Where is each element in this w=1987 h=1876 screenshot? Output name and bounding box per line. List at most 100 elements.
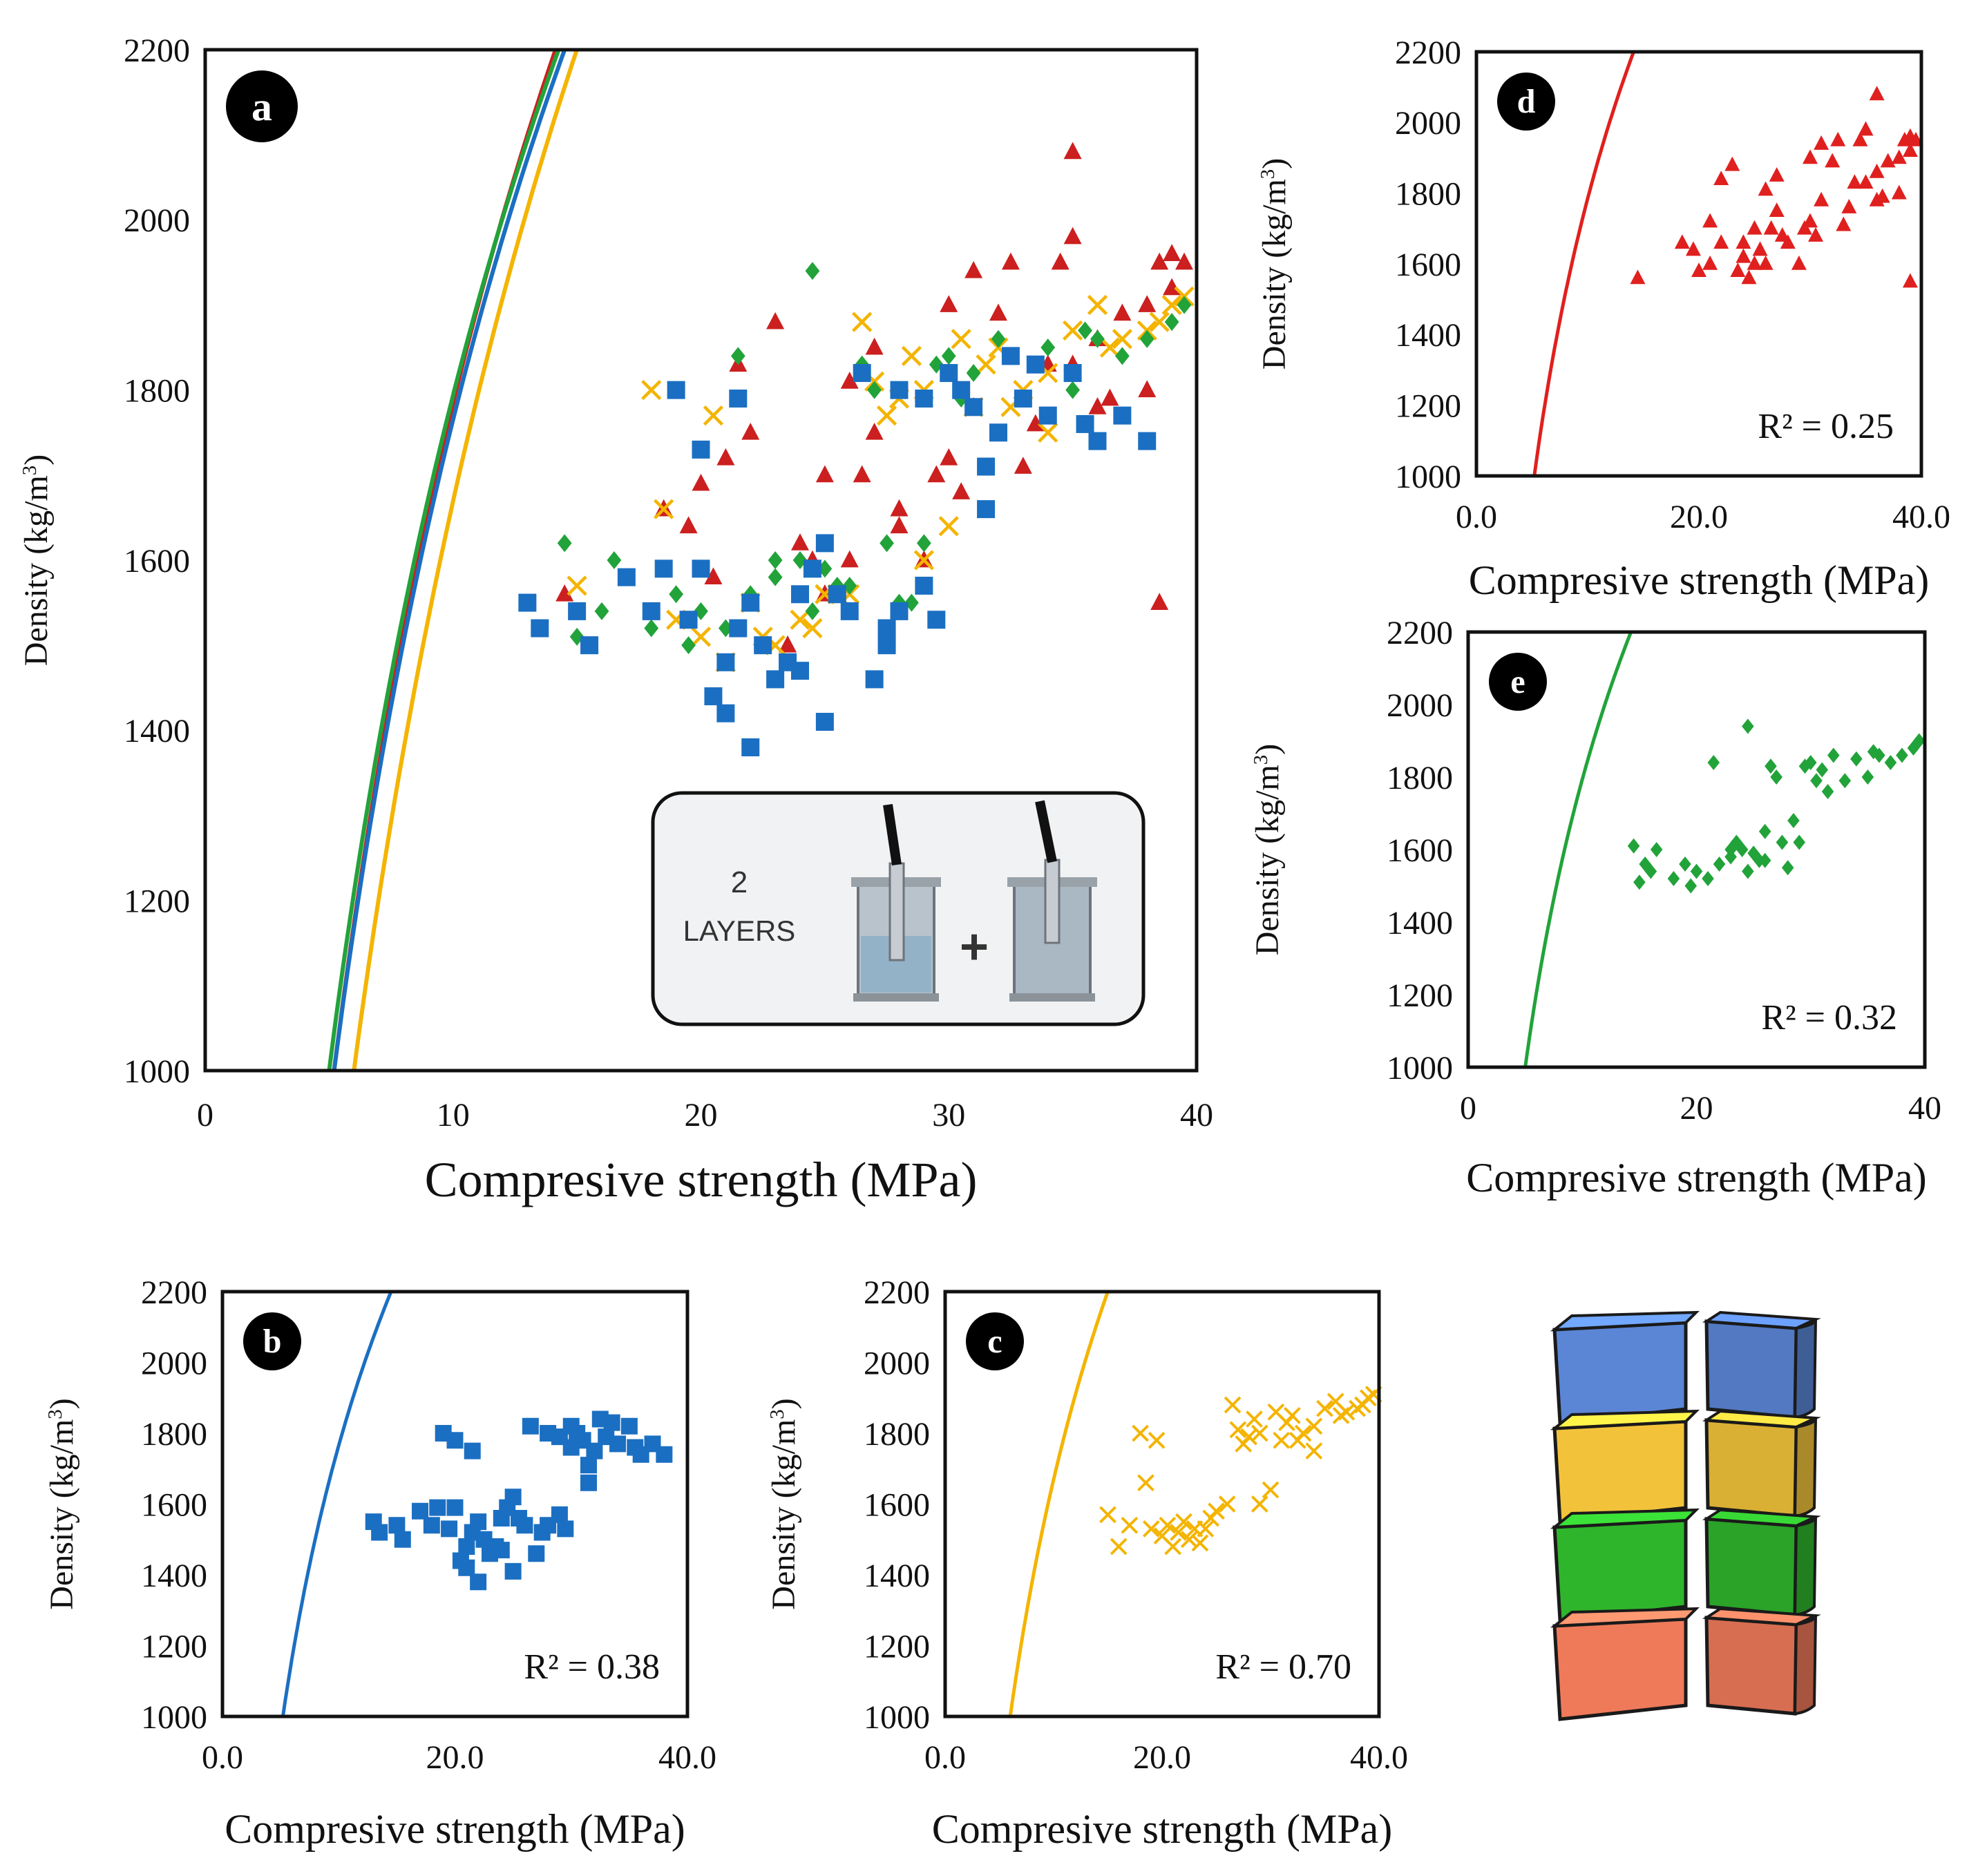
data-point — [729, 619, 748, 638]
data-point — [730, 347, 745, 365]
data-point — [802, 618, 823, 639]
panel-label-badge — [226, 70, 298, 142]
data-point — [458, 1559, 475, 1576]
data-point — [1713, 234, 1729, 249]
data-point — [1902, 142, 1918, 157]
data-point — [890, 516, 909, 534]
data-point — [504, 1489, 522, 1506]
plot-frame — [1474, 50, 1923, 478]
y-tick-label: 1200 — [1395, 387, 1461, 424]
fit-curve — [281, 1292, 393, 1716]
data-point — [1847, 174, 1863, 189]
data-point — [1138, 295, 1157, 312]
x-tick-label: 10 — [437, 1097, 470, 1133]
data-point — [815, 534, 834, 553]
data-point — [1752, 241, 1768, 256]
y-tick-label: 1400 — [141, 1558, 207, 1594]
y-axis-label: Density (kg/m3) — [44, 1398, 80, 1609]
data-point — [840, 602, 859, 620]
x-tick-label: 0.0 — [202, 1739, 243, 1776]
y-tick-label: 1800 — [1395, 175, 1461, 212]
data-point — [1218, 1495, 1236, 1513]
stack-layer — [1550, 1607, 1821, 1721]
data-point — [568, 602, 587, 620]
data-point — [915, 576, 933, 595]
data-point — [464, 1442, 481, 1459]
data-point — [1841, 199, 1857, 213]
data-point — [1814, 135, 1829, 150]
data-point — [1112, 329, 1132, 350]
two-layers-inset: 2 LAYERS + — [651, 791, 1145, 1026]
data-point — [1753, 852, 1766, 868]
data-point — [1639, 856, 1651, 872]
fit-curve — [332, 50, 567, 1071]
data-point — [1164, 1538, 1182, 1556]
panel-label: d — [1517, 84, 1536, 120]
data-point — [1858, 121, 1874, 136]
data-point — [580, 636, 599, 655]
data-point — [1175, 1513, 1192, 1531]
data-point — [880, 534, 894, 553]
data-point — [1730, 262, 1746, 278]
data-point — [1702, 255, 1718, 270]
data-point — [1262, 1481, 1280, 1499]
data-point — [1713, 171, 1729, 185]
data-point — [1758, 823, 1771, 839]
data-point — [853, 465, 871, 483]
data-point — [1099, 1506, 1116, 1524]
data-point — [1273, 1431, 1291, 1449]
inset-line2: LAYERS — [683, 915, 796, 947]
data-point — [1798, 758, 1812, 774]
data-point — [446, 1432, 464, 1449]
data-point — [877, 619, 896, 638]
series-triangle — [1630, 86, 1923, 288]
data-point — [1191, 1534, 1209, 1552]
data-point — [1804, 755, 1817, 770]
data-point — [458, 1538, 475, 1555]
data-point — [1791, 255, 1807, 270]
data-point — [567, 575, 587, 596]
data-point — [1880, 153, 1896, 168]
data-point — [940, 448, 958, 466]
data-point — [768, 568, 783, 586]
data-point — [1867, 744, 1880, 760]
data-point — [1742, 863, 1754, 879]
data-point — [617, 568, 636, 586]
data-point — [1159, 1516, 1177, 1534]
x-tick-label: 20.0 — [1133, 1739, 1191, 1776]
data-point — [877, 636, 896, 655]
data-point — [1305, 1442, 1323, 1459]
data-point — [692, 559, 710, 578]
y-tick-label: 2000 — [1395, 105, 1461, 142]
data-point — [423, 1517, 440, 1534]
data-point — [1674, 234, 1690, 249]
data-point — [522, 1417, 539, 1435]
data-point — [915, 389, 933, 408]
data-point — [1001, 347, 1020, 365]
data-point — [1912, 733, 1926, 749]
r-squared-annotation: R² = 0.38 — [524, 1647, 660, 1687]
data-point — [1825, 153, 1841, 168]
data-point — [1114, 347, 1130, 365]
data-point — [470, 1573, 487, 1591]
data-point — [890, 499, 909, 517]
data-point — [692, 473, 710, 491]
y-axis-label: Density (kg/m3) — [18, 454, 55, 666]
data-point — [641, 380, 662, 401]
y-tick-label: 1200 — [864, 1628, 930, 1665]
fit-curve — [1532, 52, 1636, 476]
y-tick-label: 1800 — [1387, 760, 1453, 796]
data-point — [1774, 227, 1790, 242]
x-tick-label: 40.0 — [658, 1739, 716, 1776]
data-point — [1063, 142, 1082, 160]
data-point — [865, 337, 884, 355]
data-point — [1758, 181, 1774, 196]
data-point — [840, 372, 859, 389]
panel-label: e — [1510, 664, 1525, 700]
series-diamond — [557, 262, 1192, 655]
data-point — [779, 635, 797, 653]
x-axis-label: Compresive strength (MPa) — [225, 1806, 685, 1852]
data-point — [1852, 131, 1868, 146]
data-point — [766, 312, 785, 329]
data-point — [1246, 1410, 1263, 1428]
